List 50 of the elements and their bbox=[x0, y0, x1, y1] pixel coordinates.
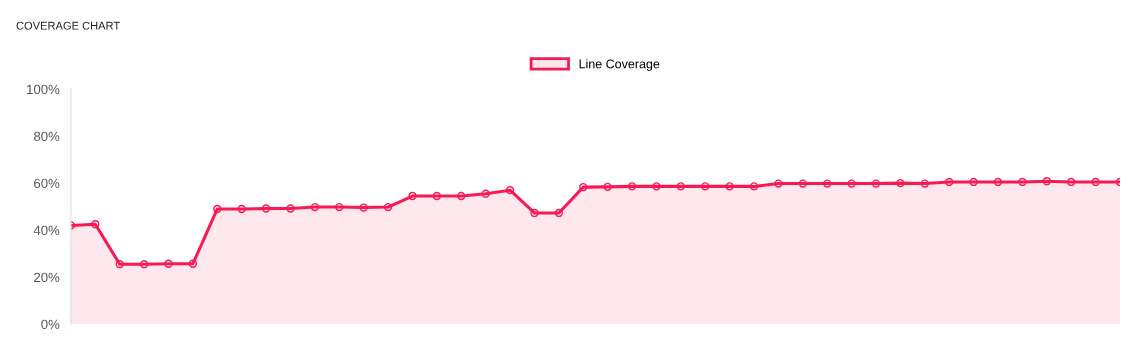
y-tick-label: 60% bbox=[34, 178, 60, 189]
point bbox=[481, 189, 490, 198]
point bbox=[383, 202, 393, 212]
point bbox=[505, 185, 515, 195]
point bbox=[798, 179, 807, 188]
point bbox=[847, 179, 856, 188]
point bbox=[359, 203, 368, 212]
point bbox=[237, 204, 246, 214]
point bbox=[993, 177, 1003, 187]
point bbox=[188, 259, 198, 268]
point bbox=[652, 182, 661, 191]
point bbox=[1042, 177, 1051, 186]
y-tick-label: 40% bbox=[33, 225, 60, 236]
point bbox=[457, 191, 466, 201]
y-tick-label: 20% bbox=[34, 272, 60, 283]
point bbox=[554, 208, 564, 218]
point bbox=[115, 260, 124, 269]
chart-title: COVERAGE CHART bbox=[16, 21, 120, 30]
point bbox=[725, 182, 734, 191]
point bbox=[139, 260, 149, 269]
point bbox=[603, 182, 612, 192]
legend-label: Line Coverage bbox=[579, 59, 660, 71]
point bbox=[1067, 177, 1076, 187]
point bbox=[945, 177, 954, 187]
point bbox=[408, 191, 417, 201]
point bbox=[969, 177, 978, 187]
point bbox=[749, 182, 759, 191]
point bbox=[286, 204, 295, 213]
point bbox=[579, 182, 588, 192]
point bbox=[627, 182, 637, 191]
point bbox=[335, 202, 344, 212]
point bbox=[213, 204, 222, 214]
point bbox=[164, 259, 173, 268]
point bbox=[871, 179, 881, 188]
point bbox=[432, 191, 442, 201]
y-tick-label: 100% bbox=[27, 84, 60, 95]
point bbox=[823, 179, 832, 188]
point bbox=[896, 178, 905, 188]
point bbox=[774, 179, 783, 188]
point bbox=[310, 202, 320, 212]
point bbox=[920, 179, 929, 188]
point bbox=[530, 208, 539, 218]
y-tick-label: 0% bbox=[41, 319, 60, 330]
point bbox=[1018, 177, 1027, 187]
point bbox=[261, 204, 271, 213]
point bbox=[91, 220, 100, 229]
point bbox=[1091, 177, 1100, 187]
y-tick-label: 80% bbox=[33, 131, 60, 142]
point bbox=[701, 182, 710, 191]
point bbox=[676, 182, 686, 191]
